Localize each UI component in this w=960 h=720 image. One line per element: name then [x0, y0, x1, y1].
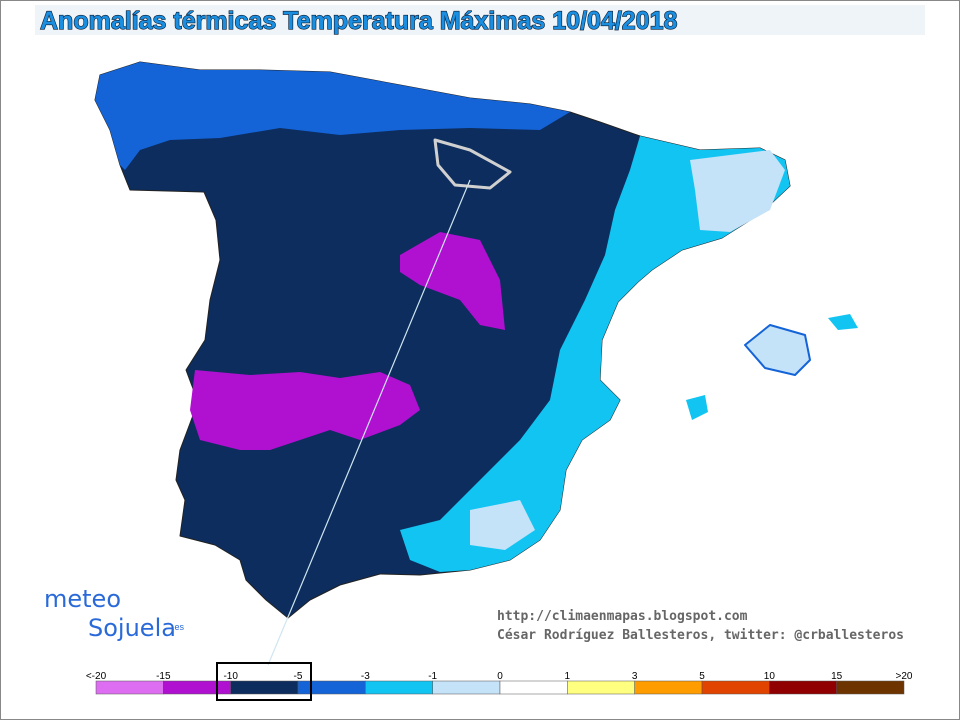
legend-swatch	[769, 680, 837, 695]
legend-swatch	[230, 680, 299, 695]
legend-label: -15	[156, 671, 171, 682]
legend-swatch	[567, 680, 635, 695]
legend-label: <-20	[86, 671, 107, 682]
credit-url: http://climaenmapas.blogspot.com	[497, 609, 748, 624]
legend-swatch	[701, 680, 770, 695]
legend-swatch	[163, 680, 231, 695]
legend-swatch	[365, 680, 433, 695]
highlight-box	[216, 662, 312, 701]
legend-label: -5	[294, 671, 303, 682]
logo-bottom: Sojuela	[88, 614, 176, 642]
legend-label: 1	[565, 671, 571, 682]
legend-swatch	[95, 680, 164, 695]
legend-label: -1	[428, 671, 437, 682]
credit-author: César Rodríguez Ballesteros, twitter: @c…	[497, 628, 904, 643]
legend-label: >20	[896, 671, 913, 682]
title: Anomalías térmicas Temperatura Máximas 1…	[40, 7, 677, 35]
title-band	[35, 5, 925, 35]
legend-label: -10	[223, 671, 238, 682]
legend-label: 10	[764, 671, 776, 682]
logo-suffix: .es	[172, 622, 185, 632]
legend-label: -3	[361, 671, 370, 682]
legend: <-20 -15 -10 -5 -3 -1 0 1 3 5 10 15 >20	[86, 671, 913, 695]
legend-label: 15	[831, 671, 843, 682]
legend-swatch	[836, 680, 905, 695]
legend-label: 3	[632, 671, 638, 682]
logo-top: meteo	[44, 585, 121, 613]
legend-swatch	[432, 680, 501, 695]
legend-label: 5	[699, 671, 705, 682]
legend-swatch	[634, 680, 703, 695]
map	[94, 61, 858, 666]
legend-label: 0	[497, 671, 503, 682]
legend-swatch	[297, 680, 366, 695]
legend-swatch	[499, 680, 568, 695]
